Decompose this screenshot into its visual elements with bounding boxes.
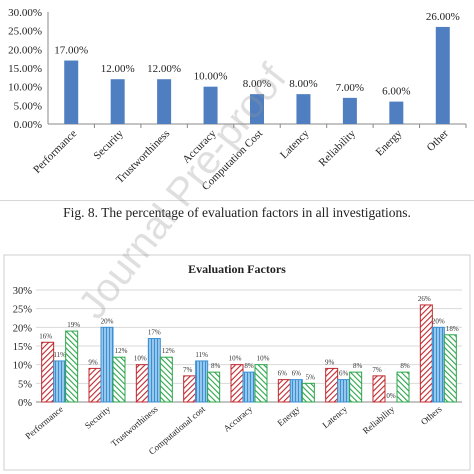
data-label: 7% <box>372 366 382 374</box>
y-tick-label: 0% <box>18 398 32 409</box>
bar <box>342 97 357 124</box>
bar <box>110 79 125 124</box>
y-tick-label: 20.00% <box>8 44 42 56</box>
bar <box>337 379 351 403</box>
y-tick-label: 10.00% <box>8 82 42 94</box>
figure-caption: Fig. 8. The percentage of evaluation fac… <box>63 205 411 220</box>
data-label: 8% <box>244 362 254 370</box>
bar <box>431 326 445 403</box>
data-label: 16% <box>39 332 52 340</box>
bar <box>195 360 209 403</box>
bar <box>207 371 221 403</box>
bottom-grouped-bar-chart: Evaluation Factors 0% 5% 10% 15% 20% 25% 30% 16%… <box>3 254 471 471</box>
bar <box>65 330 79 403</box>
data-label: 10% <box>257 355 270 363</box>
data-label: 11% <box>195 351 208 359</box>
y-tick-label: 5.00% <box>14 100 42 112</box>
bar <box>435 26 450 124</box>
y-tick-label: 15% <box>13 342 33 353</box>
bar <box>88 367 102 403</box>
data-label: 6% <box>339 370 349 378</box>
bar <box>64 60 79 124</box>
data-label: 20% <box>432 317 445 325</box>
bar <box>230 364 244 403</box>
y-tick-label: 20% <box>13 323 33 334</box>
x-tick-label: Reliability <box>317 127 359 169</box>
x-tick-label: Other <box>425 127 451 153</box>
bar <box>372 375 386 403</box>
data-label: 17% <box>148 329 161 337</box>
data-label: 12% <box>162 347 175 355</box>
data-label: 5% <box>306 373 316 381</box>
bar <box>301 382 315 403</box>
data-label: 10.00% <box>194 71 228 83</box>
data-label: 19% <box>67 321 80 329</box>
data-label: 8% <box>400 362 410 370</box>
bar <box>41 341 55 403</box>
bar <box>53 360 67 403</box>
data-label: 20% <box>101 317 114 325</box>
bar <box>389 101 404 124</box>
data-label: 11% <box>53 351 66 359</box>
data-label: 9% <box>325 358 335 366</box>
data-label: 8.00% <box>289 78 317 90</box>
chart-frame <box>3 254 471 471</box>
data-label: 8% <box>211 362 221 370</box>
bar <box>254 364 268 403</box>
data-label: 12.00% <box>101 63 135 75</box>
y-tick-label: 15.00% <box>8 63 42 75</box>
bar <box>135 364 149 403</box>
bar <box>112 356 126 403</box>
bar <box>157 79 172 124</box>
y-tick-label: 10% <box>13 361 33 372</box>
bar <box>250 94 264 124</box>
data-label: 10% <box>134 355 147 363</box>
bar <box>289 379 303 403</box>
data-label: 18% <box>446 325 459 333</box>
data-label: 9% <box>88 358 98 366</box>
y-tick-label: 30.00% <box>8 7 42 19</box>
y-tick-label: 0.00% <box>14 119 42 131</box>
data-label: 8.00% <box>243 78 271 90</box>
chart-title: Evaluation Factors <box>188 262 286 276</box>
bar <box>159 356 173 403</box>
data-label: 12% <box>115 347 128 355</box>
x-tick-label: Performance <box>31 128 79 176</box>
x-tick-label: Security <box>91 127 126 162</box>
bar <box>325 367 339 403</box>
data-label: 17.00% <box>54 45 88 57</box>
data-label: 8% <box>353 362 363 370</box>
top-bar-chart: 0.00% 5.00% 10.00% 15.00% 20.00% 25.00% 30.00%… <box>8 7 467 193</box>
data-label: 7% <box>183 366 193 374</box>
bar <box>203 86 218 124</box>
data-label: 26.00% <box>426 11 460 23</box>
data-label: 6.00% <box>382 86 410 98</box>
data-label: 0% <box>386 392 396 400</box>
x-tick-label: Energy <box>374 127 405 158</box>
y-tick-label: 25% <box>13 305 33 316</box>
data-label: 6% <box>278 370 288 378</box>
bar <box>100 326 114 403</box>
bar <box>147 338 161 403</box>
bar <box>242 371 256 403</box>
data-label: 10% <box>229 355 242 363</box>
bar <box>277 379 291 403</box>
y-tick-label: 5% <box>18 379 32 390</box>
y-tick-label: 30% <box>13 286 33 297</box>
x-tick-label: Accuracy <box>180 127 219 166</box>
data-label: 7.00% <box>336 82 364 94</box>
bar <box>419 304 433 403</box>
data-label: 26% <box>418 295 431 303</box>
bar <box>183 375 197 403</box>
y-tick-label: 25.00% <box>8 26 42 38</box>
x-tick-label: Latency <box>278 127 312 161</box>
bar <box>443 334 457 403</box>
bar <box>349 371 363 403</box>
data-label: 12.00% <box>147 63 181 75</box>
data-label: 6% <box>292 370 302 378</box>
bar <box>296 94 311 124</box>
bar <box>396 371 410 403</box>
divider <box>0 200 474 201</box>
